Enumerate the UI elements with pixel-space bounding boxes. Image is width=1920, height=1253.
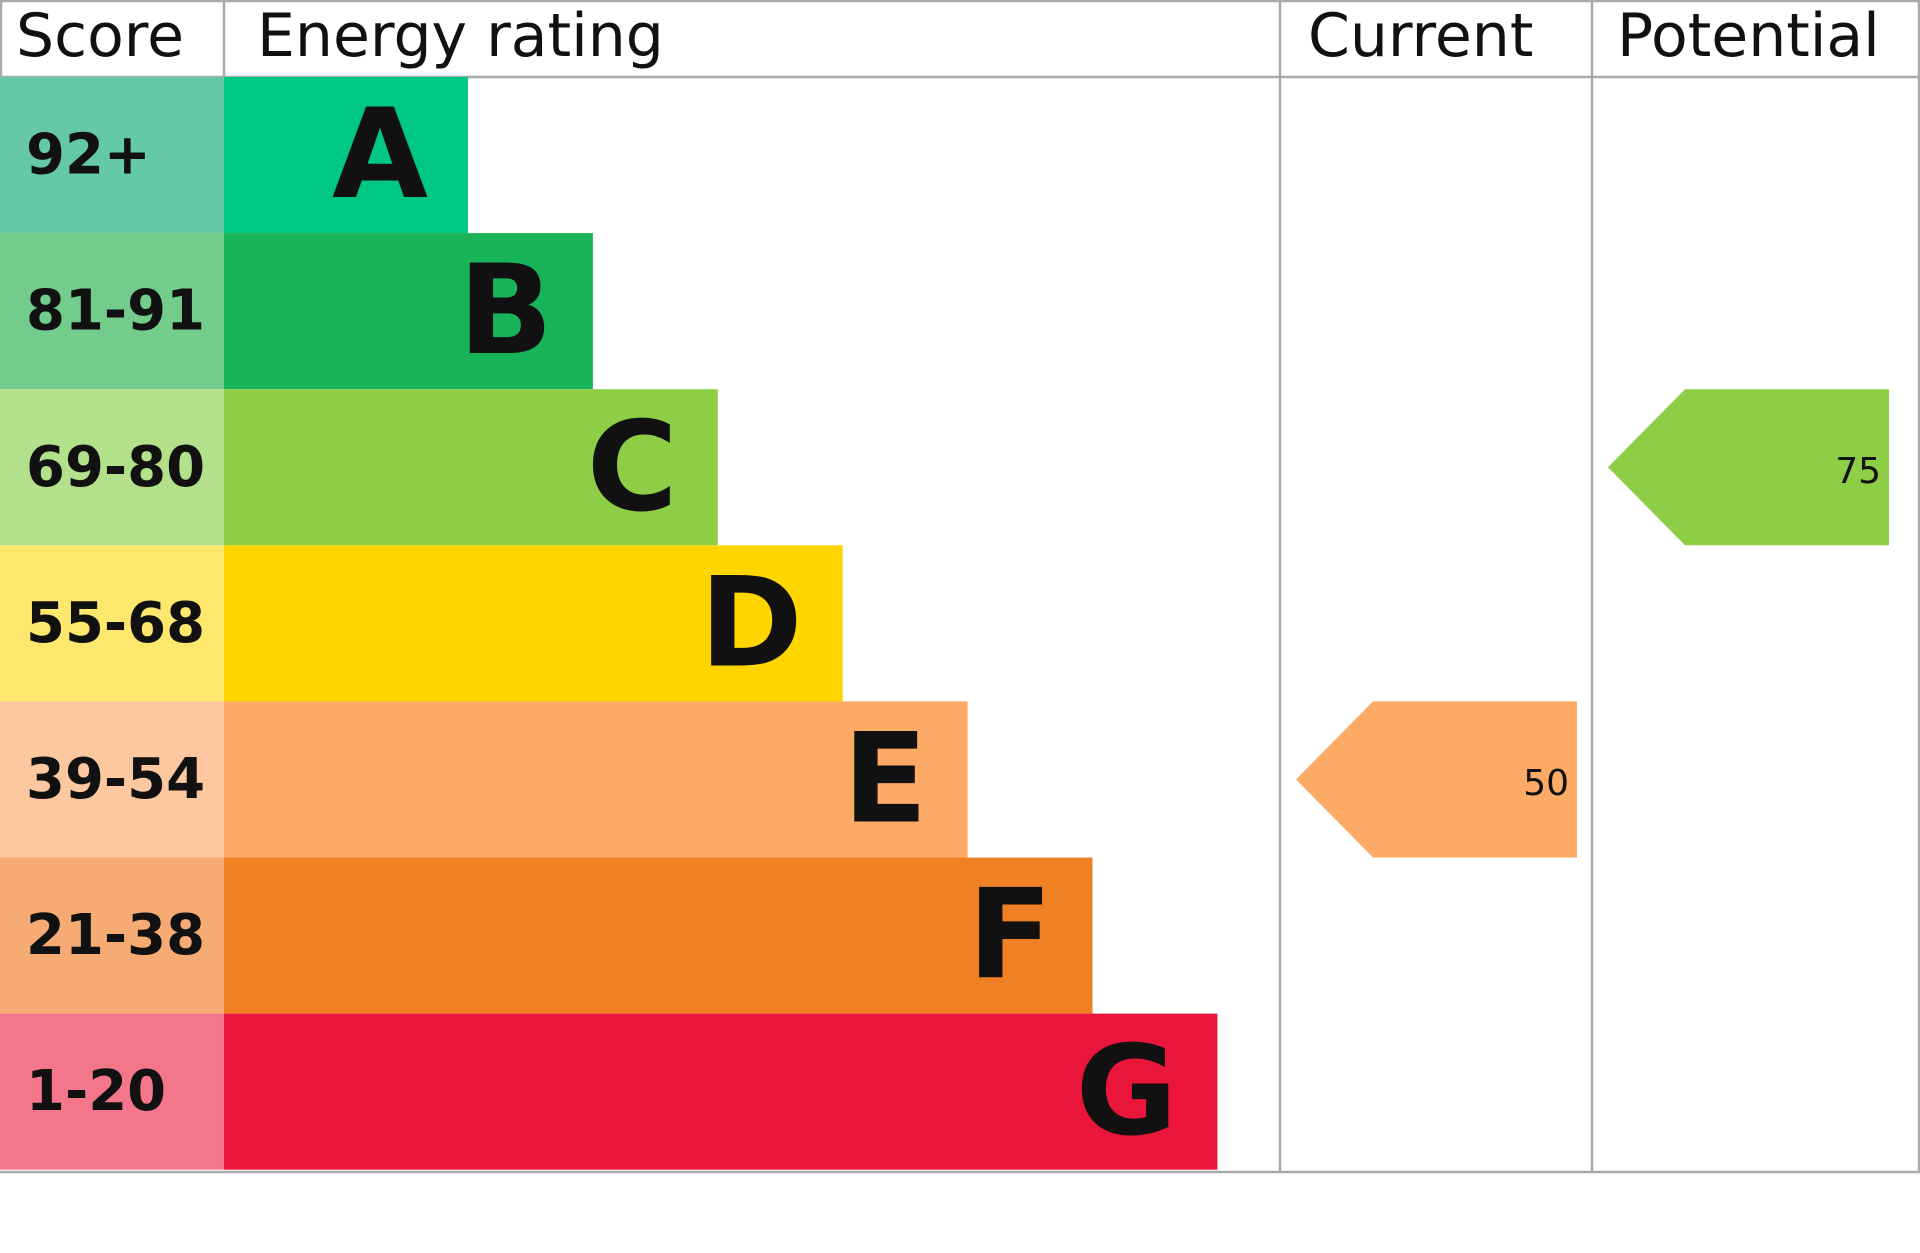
rating-bar <box>224 77 468 234</box>
score-label: 55-68 <box>26 591 205 656</box>
score-label: 39-54 <box>26 747 205 812</box>
rating-bar <box>224 1013 1218 1170</box>
rating-bar <box>224 389 718 546</box>
score-cell <box>0 77 224 234</box>
header-current: Current <box>1308 1 1533 71</box>
current-value: 50 <box>1523 763 1569 804</box>
header-score: Score <box>16 1 184 71</box>
score-cell <box>0 233 224 390</box>
header-potential: Potential <box>1617 1 1880 71</box>
score-cell <box>0 389 224 546</box>
score-label: 69-80 <box>26 435 205 500</box>
rating-letter: A <box>332 83 428 227</box>
score-label: 81-91 <box>26 279 205 344</box>
rating-letter: B <box>458 239 553 383</box>
score-cell <box>0 857 224 1014</box>
rating-letter: G <box>1076 1020 1178 1164</box>
score-cell <box>0 701 224 858</box>
header-energy-rating: Energy rating <box>257 1 664 71</box>
score-cell <box>0 1013 224 1170</box>
score-label: 21-38 <box>26 903 205 968</box>
rating-letter: F <box>968 864 1053 1008</box>
potential-arrow <box>1608 389 1889 546</box>
score-label: 1-20 <box>26 1059 166 1124</box>
rating-bar <box>224 857 1093 1014</box>
rating-bar <box>224 545 843 702</box>
rating-letter: E <box>843 707 928 851</box>
potential-value: 75 <box>1835 451 1881 492</box>
current-arrow <box>1296 701 1577 858</box>
score-cell <box>0 545 224 702</box>
score-label: 92+ <box>26 123 151 188</box>
rating-bar <box>224 233 593 390</box>
rating-bar <box>224 701 968 858</box>
rating-letter: C <box>587 395 678 539</box>
rating-letter: D <box>700 551 803 695</box>
